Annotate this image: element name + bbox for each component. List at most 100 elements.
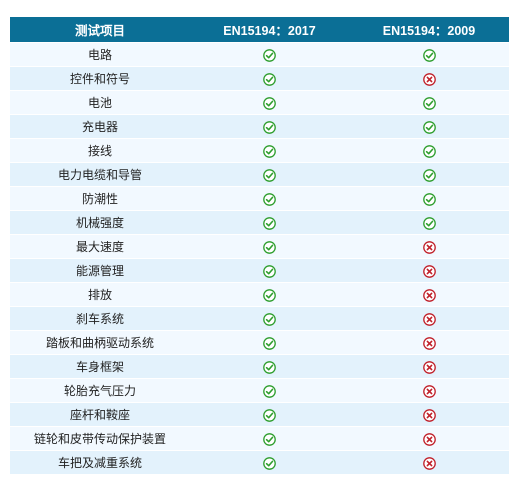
- comparison-table: 测试项目 EN15194：2017 EN15194：2009 电路 控件和符号 电池…: [10, 17, 509, 474]
- en15194-2017-cell: [190, 114, 349, 139]
- check-circle-icon: [422, 144, 436, 158]
- test-item-cell: 充电器: [10, 114, 190, 139]
- en15194-2017-cell: [190, 330, 349, 355]
- check-circle-icon: [422, 168, 436, 182]
- cross-circle-icon: [422, 384, 436, 398]
- check-circle-icon: [263, 192, 276, 206]
- cross-circle-icon: [422, 408, 436, 422]
- check-circle-icon: [263, 336, 276, 350]
- check-circle-icon: [263, 216, 276, 230]
- table-row: 电池: [10, 90, 509, 115]
- en15194-2009-cell: [349, 42, 509, 67]
- cross-circle-icon: [422, 72, 436, 86]
- test-item-cell: 车把及减重系统: [10, 450, 190, 474]
- table-body: 电路 控件和符号 电池 充电器 接线 电力电缆和导管 防潮性 机械强度 最大速度 能源管理 排放 刹车…: [10, 42, 509, 474]
- table-row: 充电器: [10, 114, 509, 139]
- check-circle-icon: [263, 312, 276, 326]
- table-row: 电路: [10, 42, 509, 67]
- en15194-2009-cell: [349, 330, 509, 355]
- check-circle-icon: [263, 432, 276, 446]
- table-header-row: 测试项目 EN15194：2017 EN15194：2009: [10, 17, 509, 43]
- table-row: 排放: [10, 282, 509, 307]
- check-circle-icon: [263, 288, 276, 302]
- test-item-cell: 最大速度: [10, 234, 190, 259]
- en15194-2017-cell: [190, 66, 349, 91]
- test-item-cell: 刹车系统: [10, 306, 190, 331]
- en15194-2009-cell: [349, 354, 509, 379]
- en15194-2017-cell: [190, 210, 349, 235]
- table-row: 座杆和鞍座: [10, 402, 509, 427]
- en15194-2017-cell: [190, 42, 349, 67]
- cross-circle-icon: [422, 240, 436, 254]
- en15194-2009-cell: [349, 162, 509, 187]
- en15194-2009-cell: [349, 282, 509, 307]
- check-circle-icon: [263, 96, 276, 110]
- table-row: 最大速度: [10, 234, 509, 259]
- check-circle-icon: [422, 48, 436, 62]
- test-item-cell: 车身框架: [10, 354, 190, 379]
- table-row: 控件和符号: [10, 66, 509, 91]
- en15194-2017-cell: [190, 138, 349, 163]
- en15194-2017-cell: [190, 402, 349, 427]
- check-circle-icon: [263, 168, 276, 182]
- check-circle-icon: [263, 384, 276, 398]
- check-circle-icon: [263, 408, 276, 422]
- en15194-2009-cell: [349, 90, 509, 115]
- table-row: 防潮性: [10, 186, 509, 211]
- en15194-2009-cell: [349, 450, 509, 474]
- table-row: 链轮和皮带传动保护装置: [10, 426, 509, 451]
- en15194-2009-cell: [349, 66, 509, 91]
- en15194-2017-cell: [190, 426, 349, 451]
- table-row: 车把及减重系统: [10, 450, 509, 474]
- check-circle-icon: [422, 192, 436, 206]
- check-circle-icon: [263, 72, 276, 86]
- cross-circle-icon: [422, 432, 436, 446]
- en15194-2009-cell: [349, 114, 509, 139]
- test-item-cell: 电路: [10, 42, 190, 67]
- check-circle-icon: [263, 144, 276, 158]
- table-row: 能源管理: [10, 258, 509, 283]
- en15194-2009-cell: [349, 186, 509, 211]
- test-item-cell: 链轮和皮带传动保护装置: [10, 426, 190, 451]
- test-item-cell: 排放: [10, 282, 190, 307]
- cross-circle-icon: [422, 288, 436, 302]
- check-circle-icon: [263, 120, 276, 134]
- en15194-2017-cell: [190, 186, 349, 211]
- check-circle-icon: [263, 264, 276, 278]
- cross-circle-icon: [422, 360, 436, 374]
- en15194-2017-cell: [190, 450, 349, 474]
- check-circle-icon: [263, 456, 276, 470]
- en15194-2009-cell: [349, 234, 509, 259]
- table-row: 车身框架: [10, 354, 509, 379]
- cross-circle-icon: [422, 312, 436, 326]
- check-circle-icon: [422, 120, 436, 134]
- en15194-2017-cell: [190, 378, 349, 403]
- en15194-2017-cell: [190, 306, 349, 331]
- en15194-2009-cell: [349, 138, 509, 163]
- test-item-cell: 电池: [10, 90, 190, 115]
- en15194-2017-cell: [190, 258, 349, 283]
- en15194-2009-cell: [349, 402, 509, 427]
- test-item-cell: 座杆和鞍座: [10, 402, 190, 427]
- en15194-2009-cell: [349, 378, 509, 403]
- check-circle-icon: [263, 360, 276, 374]
- test-item-cell: 轮胎充气压力: [10, 378, 190, 403]
- en15194-2017-cell: [190, 354, 349, 379]
- test-item-cell: 能源管理: [10, 258, 190, 283]
- cross-circle-icon: [422, 456, 436, 470]
- check-circle-icon: [263, 240, 276, 254]
- test-item-cell: 机械强度: [10, 210, 190, 235]
- test-item-cell: 防潮性: [10, 186, 190, 211]
- table-row: 接线: [10, 138, 509, 163]
- en15194-2017-cell: [190, 162, 349, 187]
- check-circle-icon: [422, 216, 436, 230]
- en15194-2009-cell: [349, 210, 509, 235]
- cross-circle-icon: [422, 336, 436, 350]
- table-row: 轮胎充气压力: [10, 378, 509, 403]
- header-en15194-2009: EN15194：2009: [349, 17, 509, 43]
- cross-circle-icon: [422, 264, 436, 278]
- en15194-2009-cell: [349, 306, 509, 331]
- check-circle-icon: [422, 96, 436, 110]
- check-circle-icon: [263, 48, 276, 62]
- test-item-cell: 电力电缆和导管: [10, 162, 190, 187]
